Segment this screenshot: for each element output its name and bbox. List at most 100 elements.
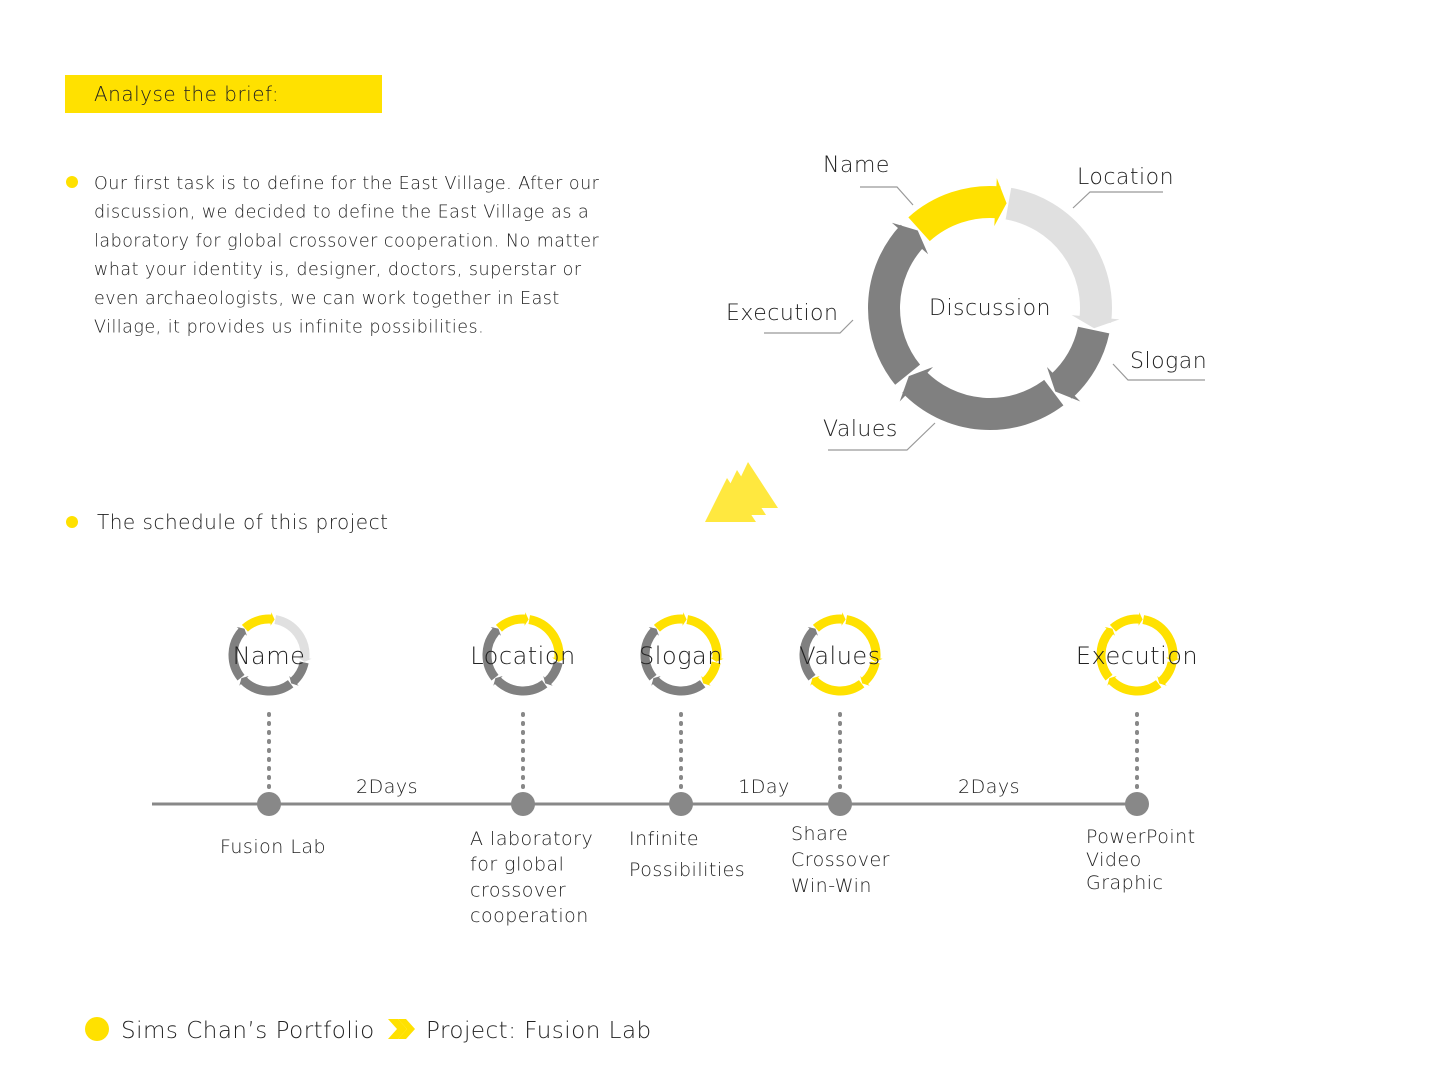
bullet bbox=[66, 176, 78, 188]
milestone-label: Name bbox=[233, 642, 306, 670]
milestone-note: Win-Win bbox=[791, 875, 872, 897]
ring-segment bbox=[1049, 326, 1110, 399]
ring-arrow bbox=[807, 626, 818, 636]
milestone-note: Crossover bbox=[791, 849, 890, 871]
ring-segment bbox=[810, 676, 865, 696]
ring-segment bbox=[908, 186, 1001, 242]
milestone-note: cooperation bbox=[470, 905, 589, 927]
footer-portfolio: Sims Chan’s Portfolio bbox=[121, 1018, 375, 1044]
ring-arrow bbox=[651, 676, 661, 686]
milestone-note: Fusion Lab bbox=[220, 836, 326, 858]
milestone-dot bbox=[669, 792, 693, 816]
ring-arrow bbox=[524, 612, 529, 626]
ring-arrow bbox=[493, 676, 503, 686]
ring-arrow bbox=[543, 676, 553, 686]
ring-segment bbox=[812, 614, 844, 632]
ring-segment bbox=[528, 615, 564, 660]
milestone-label: Location bbox=[470, 642, 576, 670]
milestone-note: Graphic bbox=[1086, 872, 1164, 894]
ring-arrow bbox=[810, 676, 820, 686]
ring-segment bbox=[274, 615, 310, 660]
ring-segment bbox=[1109, 614, 1141, 632]
ring-segment bbox=[640, 627, 659, 681]
ring-arrow bbox=[1107, 676, 1117, 686]
duration-label: 2Days bbox=[356, 776, 418, 798]
leader-line bbox=[764, 319, 854, 334]
ring-segment bbox=[239, 676, 294, 696]
ring-arrow bbox=[289, 676, 299, 686]
brief-line: discussion, we decided to define the Eas… bbox=[94, 203, 589, 223]
ring-arrow bbox=[841, 612, 846, 626]
milestone-note: Infinite bbox=[629, 828, 699, 850]
ring-arrow bbox=[1104, 626, 1115, 636]
ring-segment bbox=[482, 627, 501, 681]
leader-line bbox=[828, 422, 936, 451]
brief-line: what your identity is, designer, doctors… bbox=[94, 260, 582, 280]
brief-line: even archaeologists, we can work togethe… bbox=[94, 289, 560, 309]
cycle-label: Slogan bbox=[1130, 349, 1207, 374]
ring-segment bbox=[493, 676, 548, 696]
ring-segment bbox=[902, 370, 1064, 430]
ring-arrow bbox=[490, 626, 501, 636]
cycle-label: Execution bbox=[726, 301, 838, 326]
milestone-dot bbox=[511, 792, 535, 816]
ring-arrow bbox=[994, 178, 1007, 227]
ring-arrow bbox=[869, 657, 883, 662]
ring-segment bbox=[651, 676, 706, 696]
ring-arrow bbox=[648, 626, 659, 636]
ring-segment bbox=[228, 627, 247, 681]
ring-segment bbox=[868, 224, 925, 385]
ring-segment bbox=[686, 615, 722, 660]
ring-arrow bbox=[239, 676, 249, 686]
ring-arrow bbox=[236, 626, 247, 636]
cycle-label: Location bbox=[1077, 165, 1174, 190]
ring-segment bbox=[845, 615, 881, 660]
ring-segment bbox=[1142, 615, 1178, 660]
cycle-label: Values bbox=[823, 417, 898, 442]
ring-arrow bbox=[1157, 676, 1167, 686]
brief-line: Village, it provides us infinite possibi… bbox=[94, 318, 484, 338]
milestone-dot bbox=[1125, 792, 1149, 816]
milestone-label: Values bbox=[799, 642, 880, 670]
milestone-note: Possibilities bbox=[629, 859, 745, 881]
ring-arrow bbox=[710, 657, 724, 662]
footer-dot bbox=[85, 1017, 109, 1041]
ring-arrow bbox=[1071, 315, 1120, 329]
ring-arrow bbox=[1166, 657, 1180, 662]
ring-segment bbox=[1107, 676, 1162, 696]
milestone-label: Slogan bbox=[639, 642, 723, 670]
ring-arrow bbox=[552, 657, 566, 662]
footer-project: Project: Fusion Lab bbox=[426, 1018, 652, 1044]
ring-segment bbox=[495, 614, 527, 632]
ring-arrow bbox=[860, 676, 870, 686]
milestone-note: Video bbox=[1086, 849, 1142, 871]
ring-segment bbox=[799, 627, 818, 681]
milestone-label: Execution bbox=[1076, 642, 1198, 670]
ring-arrow bbox=[899, 366, 934, 402]
milestone-note: A laboratory bbox=[470, 828, 593, 850]
bullet bbox=[66, 516, 78, 528]
ring-segment bbox=[241, 614, 273, 632]
milestone-note: PowerPoint bbox=[1086, 826, 1196, 848]
ring-arrow bbox=[701, 676, 711, 686]
decor-triangles bbox=[705, 462, 778, 522]
cycle-center: Discussion bbox=[929, 296, 1051, 321]
leader-line bbox=[860, 186, 914, 206]
leader-line bbox=[1112, 363, 1205, 381]
ring-arrow bbox=[1046, 366, 1081, 402]
ring-segment bbox=[653, 614, 685, 632]
leader-line bbox=[1072, 191, 1163, 209]
ring-segment bbox=[1005, 187, 1112, 323]
milestone-note: for global bbox=[470, 854, 564, 876]
duration-label: 1Day bbox=[738, 776, 790, 798]
brief-line: Our first task is to define for the East… bbox=[94, 174, 600, 194]
milestone-dot bbox=[828, 792, 852, 816]
brief-line: laboratory for global crossover cooperat… bbox=[94, 231, 600, 251]
ring-arrow bbox=[298, 657, 312, 662]
ring-arrow bbox=[270, 612, 275, 626]
title-box bbox=[65, 75, 382, 113]
schedule-title: The schedule of this project bbox=[97, 510, 388, 534]
page-title: Analyse the brief: bbox=[94, 82, 279, 106]
ring-segment bbox=[1096, 627, 1115, 681]
